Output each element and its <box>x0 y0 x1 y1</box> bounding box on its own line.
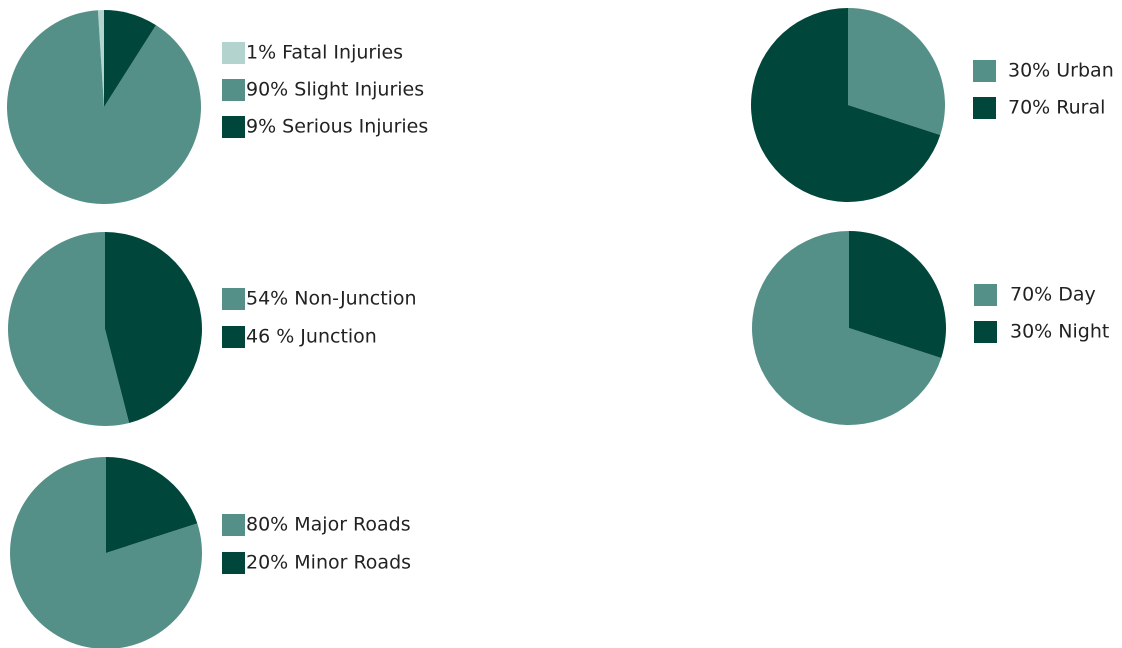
pie-slice <box>849 231 946 358</box>
legend-label: 70% Rural <box>1008 97 1105 119</box>
pie-slice <box>106 457 198 553</box>
legend-label: 80% Major Roads <box>246 514 411 536</box>
legend-swatch <box>222 552 245 574</box>
legend-label: 30% Night <box>1010 321 1109 343</box>
legend-swatch <box>222 326 245 348</box>
pie-slice <box>105 231 203 423</box>
legend-swatch <box>222 514 245 536</box>
legend-swatch <box>974 284 997 306</box>
pie-slice <box>104 10 156 107</box>
legend-swatch <box>222 79 245 101</box>
pie-slice <box>10 457 202 648</box>
legend-label: 20% Minor Roads <box>246 552 411 574</box>
pie-slice <box>752 231 942 425</box>
pie-slice <box>7 10 201 205</box>
legend-swatch <box>973 60 996 82</box>
legend-label: 70% Day <box>1010 284 1096 306</box>
legend-label: 1% Fatal Injuries <box>246 42 403 64</box>
pie-slice <box>848 8 945 135</box>
pie-slice <box>8 232 130 426</box>
legend-swatch <box>973 97 996 119</box>
legend-label: 46 % Junction <box>246 326 377 348</box>
legend-swatch <box>222 288 245 310</box>
pie-slice <box>750 8 941 202</box>
legend-swatch <box>222 116 245 138</box>
legend-swatch <box>222 42 245 64</box>
pie-slice <box>97 10 104 107</box>
legend-swatch <box>974 321 997 343</box>
legend-label: 30% Urban <box>1008 60 1114 82</box>
legend-label: 90% Slight Injuries <box>246 79 424 101</box>
legend-label: 9% Serious Injuries <box>246 116 428 138</box>
legend-label: 54% Non-Junction <box>246 288 417 310</box>
